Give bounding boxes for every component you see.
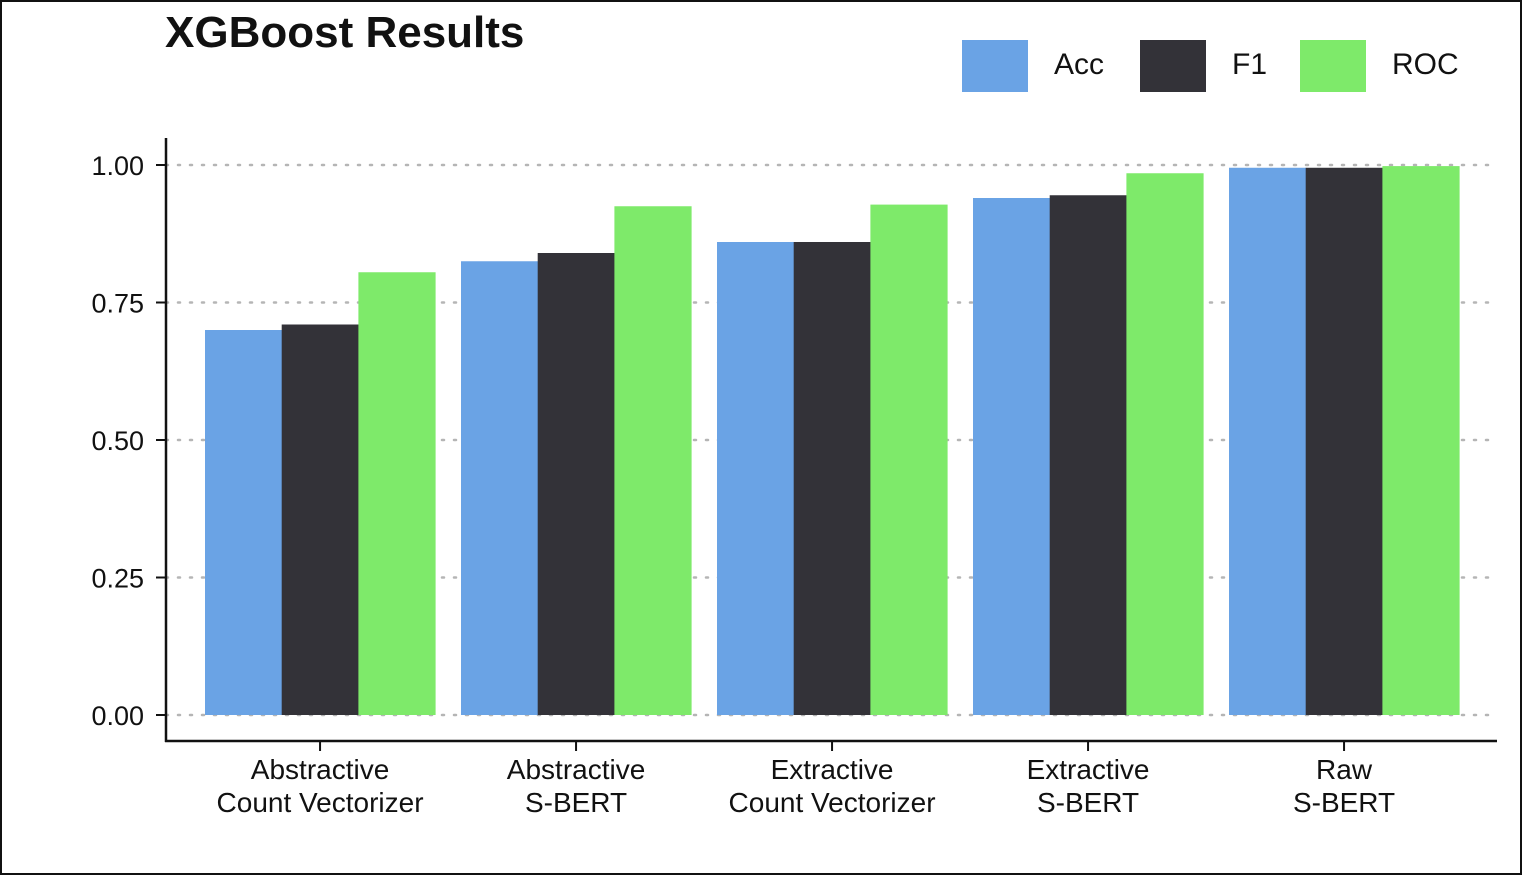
y-tick-label-4: 1.00 — [91, 151, 144, 181]
x-tick-label-3-0: Extractive — [1027, 754, 1150, 785]
bar-f1-3 — [1049, 195, 1127, 715]
bar-roc-1 — [614, 206, 692, 715]
x-tick-label-3-1: S-BERT — [1037, 787, 1139, 818]
bar-roc-0 — [358, 272, 436, 715]
x-tick-label-2-1: Count Vectorizer — [729, 787, 936, 818]
x-tick-label-1-0: Abstractive — [507, 754, 646, 785]
y-tick-label-3: 0.75 — [91, 289, 144, 319]
x-tick-label-4-0: Raw — [1316, 754, 1373, 785]
y-tick-label-2: 0.50 — [91, 426, 144, 456]
bar-acc-2 — [717, 242, 795, 715]
legend-swatch-f1 — [1140, 40, 1206, 92]
y-tick-label-0: 0.00 — [91, 701, 144, 731]
legend-label-f1: F1 — [1232, 48, 1268, 81]
bar-f1-4 — [1305, 167, 1383, 715]
bar-acc-1 — [461, 261, 539, 715]
x-tick-label-4-1: S-BERT — [1293, 787, 1395, 818]
legend-label-roc: ROC — [1392, 48, 1459, 81]
bar-acc-0 — [205, 330, 283, 715]
bar-roc-4 — [1382, 166, 1460, 716]
bar-f1-2 — [793, 242, 871, 715]
x-tick-label-0-1: Count Vectorizer — [217, 787, 424, 818]
bar-roc-3 — [1126, 173, 1204, 715]
bar-acc-3 — [973, 198, 1051, 715]
y-tick-label-1: 0.25 — [91, 564, 144, 594]
legend-swatch-roc — [1300, 40, 1366, 92]
x-tick-label-2-0: Extractive — [771, 754, 894, 785]
legend-label-acc: Acc — [1054, 48, 1105, 81]
x-tick-label-0-0: Abstractive — [251, 754, 390, 785]
legend-swatch-acc — [962, 40, 1028, 92]
chart-title: XGBoost Results — [165, 8, 525, 57]
bar-acc-4 — [1229, 167, 1307, 715]
bar-f1-1 — [537, 253, 615, 715]
bar-f1-0 — [281, 324, 359, 715]
x-tick-label-1-1: S-BERT — [525, 787, 627, 818]
bar-roc-2 — [870, 204, 948, 715]
